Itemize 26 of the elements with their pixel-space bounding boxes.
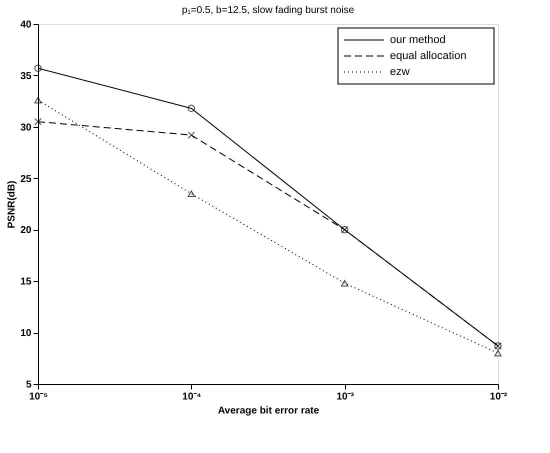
point [494,350,502,356]
x-tick-label: 10⁻⁵ [29,392,48,402]
y-tick-label: 10 [20,328,32,340]
y-tick-label: 35 [20,70,32,82]
x-tick-label: 10⁻³ [336,392,355,402]
y-axis-title: PSNR(dB) [6,180,18,228]
legend-label: equal allocation [390,50,466,62]
x-axis-title: Average bit error rate [218,406,320,416]
y-tick-label: 15 [20,276,32,288]
chart-title: p₁=0.5, b=12.5, slow fading burst noise [182,5,355,16]
point [34,96,42,104]
y-tick-label: 30 [20,122,32,134]
y-tick-label: 40 [20,20,32,30]
point [34,118,42,126]
point [34,64,42,72]
x-tick-label: 10⁻⁴ [182,392,202,402]
x-tick-label: 10⁻² [490,392,508,402]
y-tick-label: 5 [26,380,32,390]
legend-label: our method [390,34,446,46]
legend-label: ezw [390,66,410,78]
point [188,104,195,112]
point [188,190,195,197]
point [188,131,195,139]
point [341,280,348,286]
y-tick-label: 20 [20,225,32,236]
y-tick-label: 25 [20,174,32,185]
